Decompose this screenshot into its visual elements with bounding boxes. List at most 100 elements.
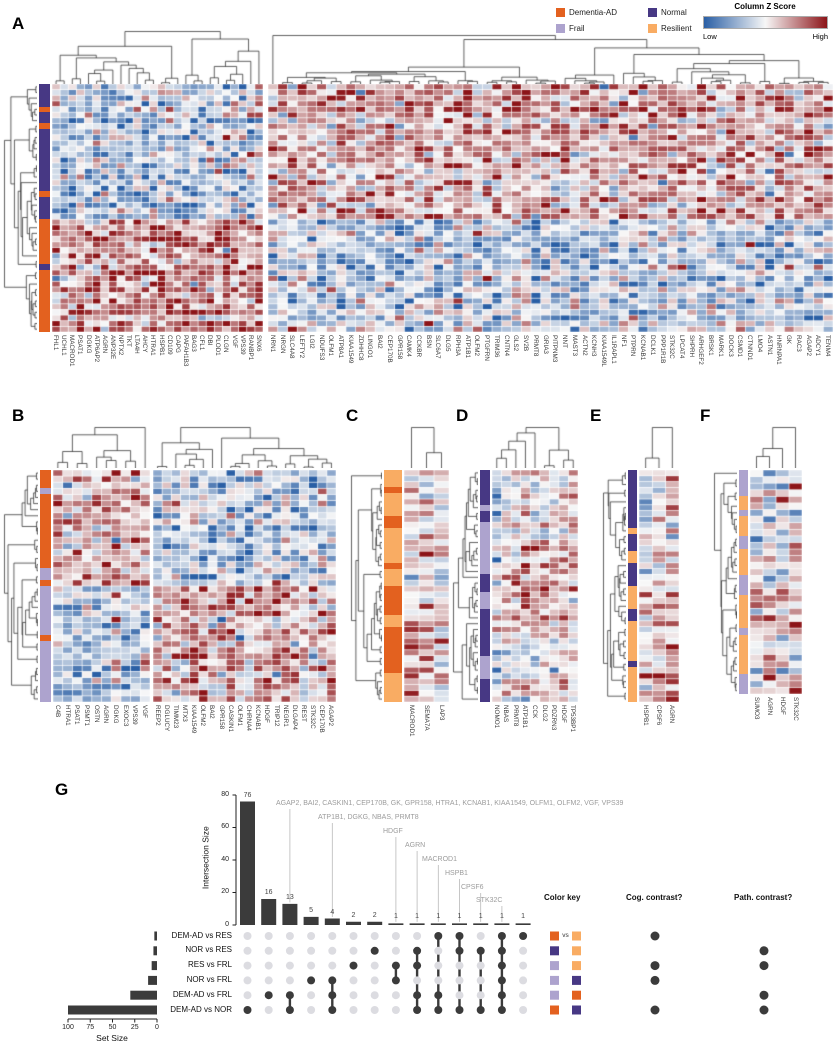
matrix-dot	[413, 991, 422, 1000]
column-label-A: DOCK3	[726, 335, 734, 357]
row-annotation-segment	[40, 586, 51, 635]
column-label-A: ACTN2	[580, 335, 588, 356]
row-annotation-segment	[384, 586, 402, 615]
colorscale-low-label: Low	[703, 32, 717, 41]
y-tick-label: 80	[221, 790, 229, 798]
matrix-dot	[476, 961, 485, 970]
column-label-A: SLC6A7	[434, 335, 442, 359]
column-label-A: KIAA1549	[346, 335, 354, 364]
column-label-A: MARK1	[716, 335, 724, 357]
row-annotation-segment	[628, 661, 637, 668]
dendrogram-B-rows	[3, 470, 38, 702]
column-label-A: RAC3	[794, 335, 802, 352]
column-label-C: LAP3	[437, 705, 445, 721]
row-annotation-segment	[739, 509, 748, 517]
matrix-dot	[455, 946, 464, 955]
column-label-A: PAFAH1B3	[181, 335, 189, 367]
row-annotation-segment	[384, 562, 402, 569]
y-tick-label: 40	[221, 855, 229, 863]
legend-label-resilient: Resilient	[661, 24, 692, 33]
heatmap-A-block-1	[268, 84, 833, 332]
matrix-dot	[519, 991, 528, 1000]
intersection-count: 1	[521, 913, 526, 921]
column-label-A: OLFM2	[473, 335, 481, 356]
color-key-right	[572, 975, 581, 985]
row-annotation-segment	[39, 191, 50, 197]
row-annotation-segment	[739, 470, 748, 497]
column-label-A: ATP6AP2	[92, 335, 100, 363]
intersection-bar	[303, 916, 319, 925]
panel-label-a: A	[12, 14, 25, 33]
column-label-A: BAI2	[376, 335, 384, 349]
matrix-dot	[349, 991, 358, 1000]
row-annotation-segment	[480, 678, 490, 703]
matrix-dot	[349, 976, 358, 985]
column-label-A: PITPNM3	[551, 335, 559, 363]
column-label-F: STK32C	[791, 697, 799, 721]
dendrogram-C-rows	[350, 470, 382, 702]
intersection-bar	[515, 923, 531, 925]
matrix-dot	[264, 961, 273, 970]
row-annotation-segment	[480, 504, 490, 511]
matrix-dot	[243, 1006, 252, 1014]
matrix-dot	[434, 932, 443, 940]
column-label-B: DGLUCY	[162, 705, 170, 732]
set-label: NOR vs FRL	[186, 974, 232, 984]
row-annotation-segment	[480, 574, 490, 592]
column-label-B: EXOC3	[121, 705, 129, 727]
column-label-A: STK32C	[668, 335, 676, 359]
row-annotation-segment	[384, 516, 402, 528]
column-label-A: AGAP2	[804, 335, 812, 356]
row-annotation-segment	[739, 535, 748, 550]
cog-contrast-dot	[650, 975, 660, 985]
row-annotation-segment	[40, 567, 51, 580]
column-label-B: HTRA1	[63, 705, 71, 726]
column-label-A: ATP8A1	[337, 335, 345, 358]
column-label-A: ZDHHC8	[356, 335, 364, 361]
row-annotation-segment	[40, 640, 51, 702]
column-label-A: KCNAB1	[639, 335, 647, 361]
row-annotation-segment	[39, 270, 50, 333]
column-label-B: REST	[299, 705, 307, 722]
heatmap-B-block-0	[53, 470, 150, 702]
matrix-dot	[285, 1006, 294, 1014]
color-key-right	[572, 931, 581, 941]
cog-contrast-dot	[650, 1005, 660, 1015]
row-annotation-segment	[384, 568, 402, 586]
matrix-dot	[455, 1006, 464, 1014]
column-label-A: GRIA3	[541, 335, 549, 354]
column-label-A: CLGN	[222, 335, 230, 353]
matrix-dot	[328, 976, 337, 985]
matrix-dot	[391, 1006, 400, 1014]
gene-annotation: STK32C	[476, 897, 503, 904]
dendrogram-B-columns-1	[153, 426, 336, 468]
panel-label-e: E	[590, 406, 602, 425]
column-label-A: CAMK4	[405, 335, 413, 357]
intersection-count: 1	[499, 913, 504, 921]
column-label-A: UCHL1	[60, 335, 68, 356]
legend-label-normal: Normal	[661, 8, 687, 17]
column-label-A: NRGN	[278, 335, 286, 354]
column-label-A: ARHGEF2	[697, 335, 705, 365]
dendrogram-F-columns-0	[750, 426, 802, 468]
column-label-B: VGF	[141, 705, 149, 718]
matrix-dot	[455, 961, 464, 970]
dendrogram-C-columns-0	[404, 426, 449, 468]
row-annotation-E	[628, 470, 637, 702]
column-label-F: SUMO3	[752, 697, 760, 720]
matrix-dot	[349, 961, 358, 970]
vs-label: vs	[562, 932, 569, 939]
cog-contrast-dot	[650, 931, 660, 941]
colorscale-high-label: High	[812, 32, 828, 41]
column-label-B: DGKG	[112, 705, 120, 724]
intersection-bar	[388, 923, 404, 925]
row-annotation-segment	[480, 522, 490, 575]
column-label-B: STK32C	[309, 705, 317, 729]
row-annotation-segment	[739, 634, 748, 675]
column-label-A: BSN	[424, 335, 432, 348]
matrix-dot	[370, 976, 379, 985]
row-annotation-segment	[480, 591, 490, 610]
matrix-dot	[264, 991, 273, 1000]
heatmap-B-block-1	[153, 470, 336, 702]
